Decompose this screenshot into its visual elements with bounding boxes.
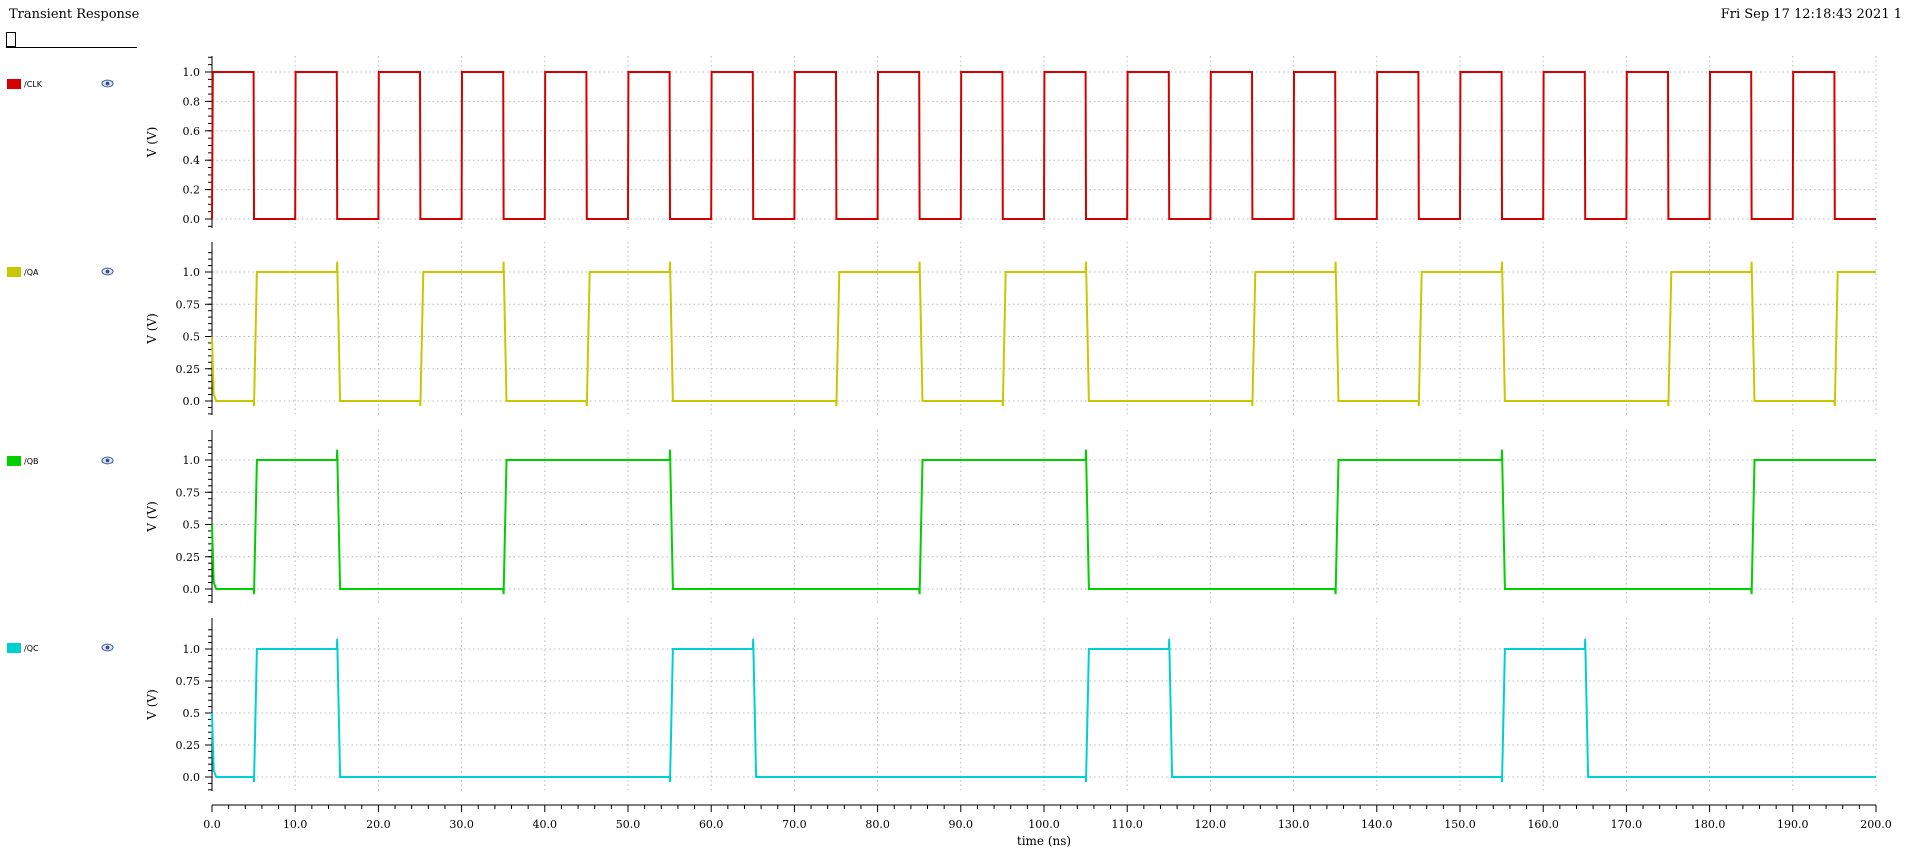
x-tick-label: 60.0 — [699, 818, 724, 831]
x-tick-label: 170.0 — [1611, 818, 1643, 831]
y-tick-label: 0.75 — [176, 675, 201, 688]
y-tick-label: 0.75 — [176, 486, 201, 499]
panel-qc: 0.0 0.25 0.5 0.75 1.0 V (V) — [145, 618, 1877, 791]
panel-clk: 0.0 0.2 0.4 0.6 0.8 1.0 V (V) — [145, 56, 1877, 228]
x-tick-label: 20.0 — [366, 818, 391, 831]
series-line-qa[interactable] — [211, 261, 1876, 407]
x-axis-group: 0.0 10.0 20.0 30.0 40.0 50.0 60.0 70.0 80.0 90.0 1… — [203, 804, 1892, 848]
y-tick-label: 0.2 — [183, 184, 201, 197]
y-tick-label: 0.0 — [183, 213, 201, 226]
y-tick-label: 0.25 — [176, 551, 201, 564]
legend-label: /CLK — [24, 79, 42, 89]
legend-entry[interactable]: /CLK — [7, 77, 42, 91]
window-title: Transient Response — [9, 7, 140, 22]
legend-swatch — [7, 79, 21, 89]
y-tick-label: 0.0 — [183, 771, 201, 784]
eye-icon[interactable] — [101, 456, 114, 465]
y-axis-label: V (V) — [145, 501, 159, 533]
title-underline — [6, 47, 137, 48]
x-tick-label: 10.0 — [283, 818, 308, 831]
panel-qa: 0.0 0.25 0.5 0.75 1.0 V (V) — [145, 242, 1877, 415]
legend-entry[interactable]: /QB — [7, 454, 38, 468]
y-tick-label: 0.0 — [183, 583, 201, 596]
y-tick-label: 1.0 — [183, 266, 201, 279]
legend-entry[interactable]: /QC — [7, 641, 39, 655]
legend-label: /QC — [24, 643, 39, 653]
legend-label: /QB — [24, 456, 39, 466]
title-field-box[interactable] — [6, 32, 16, 47]
legend-swatch — [7, 643, 21, 653]
y-axis-label: V (V) — [145, 127, 159, 159]
x-tick-label: 90.0 — [949, 818, 974, 831]
y-tick-label: 0.0 — [183, 395, 201, 408]
series-line-qb[interactable] — [211, 449, 1876, 595]
x-tick-label: 180.0 — [1694, 818, 1726, 831]
legend-swatch — [7, 267, 21, 277]
timestamp: Fri Sep 17 12:18:43 2021 1 — [1720, 7, 1902, 22]
x-tick-label: 40.0 — [533, 818, 558, 831]
x-tick-label: 190.0 — [1777, 818, 1809, 831]
y-tick-label: 0.25 — [176, 363, 201, 376]
series-line-clk[interactable] — [211, 71, 1876, 220]
x-axis-label: time (ns) — [1017, 834, 1071, 848]
legend-entry[interactable]: /QA — [7, 265, 38, 279]
x-tick-label: 80.0 — [865, 818, 890, 831]
legend-swatch — [7, 456, 21, 466]
y-axis-label: V (V) — [145, 313, 159, 345]
y-tick-label: 0.6 — [183, 125, 201, 138]
y-tick-label: 1.0 — [183, 454, 201, 467]
x-tick-label: 200.0 — [1860, 818, 1892, 831]
y-tick-label: 0.5 — [183, 519, 201, 532]
y-tick-label: 0.5 — [183, 331, 201, 344]
y-tick-label: 0.8 — [183, 95, 201, 108]
series-line-qc[interactable] — [211, 638, 1876, 783]
x-tick-label: 150.0 — [1444, 818, 1476, 831]
x-tick-label: 110.0 — [1111, 818, 1143, 831]
y-tick-label: 1.0 — [183, 66, 201, 79]
x-tick-label: 50.0 — [616, 818, 641, 831]
x-tick-label: 70.0 — [782, 818, 807, 831]
eye-icon[interactable] — [101, 267, 114, 276]
y-tick-label: 1.0 — [183, 643, 201, 656]
eye-icon[interactable] — [101, 643, 114, 652]
y-tick-label: 0.4 — [183, 154, 201, 167]
x-tick-label: 160.0 — [1527, 818, 1559, 831]
x-tick-label: 120.0 — [1195, 818, 1227, 831]
legend-label: /QA — [24, 267, 39, 277]
x-tick-label: 30.0 — [449, 818, 474, 831]
x-tick-label: 100.0 — [1028, 818, 1060, 831]
x-tick-label: 0.0 — [203, 818, 221, 831]
x-tick-label: 130.0 — [1278, 818, 1310, 831]
y-axis-label: V (V) — [145, 689, 159, 721]
y-tick-label: 0.25 — [176, 739, 201, 752]
x-tick-label: 140.0 — [1361, 818, 1393, 831]
panel-qb: 0.0 0.25 0.5 0.75 1.0 V (V) — [145, 430, 1877, 603]
eye-icon[interactable] — [101, 79, 114, 88]
y-tick-label: 0.5 — [183, 707, 201, 720]
y-tick-label: 0.75 — [176, 298, 201, 311]
